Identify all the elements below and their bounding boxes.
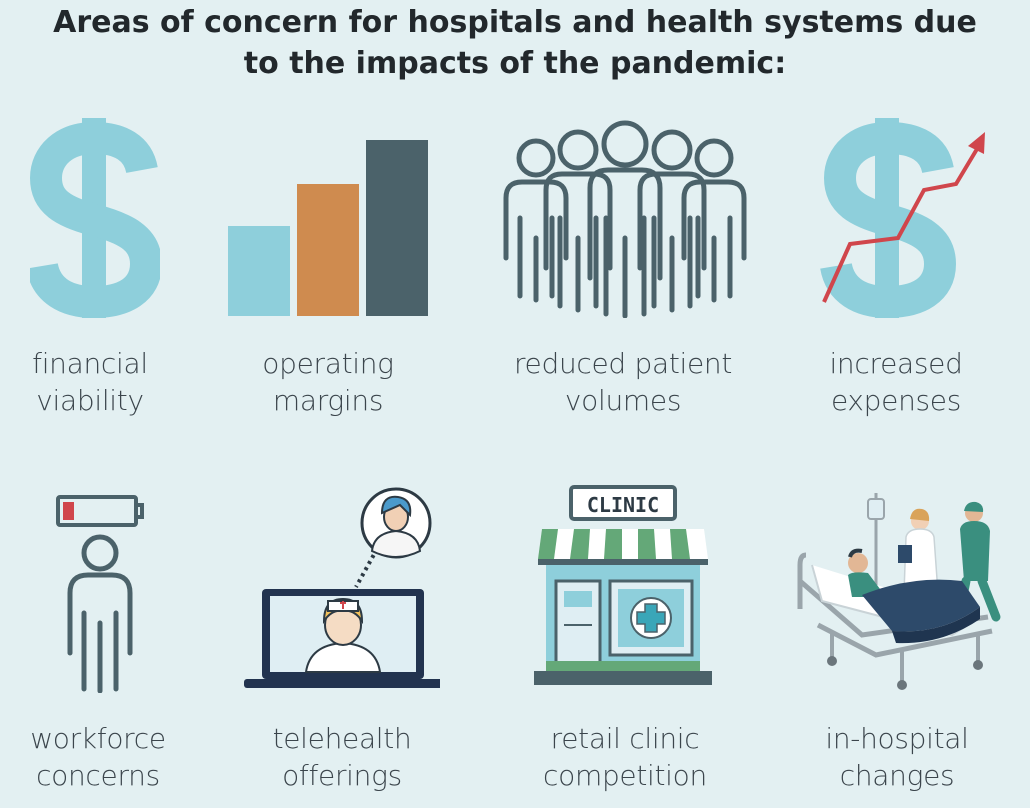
laptop-doctor-icon [244,487,440,688]
label-operating-margins: operating margins [262,347,394,417]
low-battery-person-icon [56,495,144,693]
label-workforce-concerns: workforce concerns [30,722,166,792]
title-line-1: Areas of concern for hospitals and healt… [53,5,977,40]
label-in-hospital-changes: in-hospital changes [825,722,969,792]
hospital-bed-icon [797,493,1001,690]
dollar-trend-up-icon [820,118,985,318]
clinic-sign-text: CLINIC [587,493,659,517]
label-financial-viability: financial viability [32,347,148,417]
label-increased-expenses: increased expenses [829,347,963,417]
page-title: Areas of concern for hospitals and healt… [0,2,1030,84]
bar-chart-icon [228,140,428,316]
people-group-icon [503,120,747,318]
label-telehealth-offerings: telehealth offerings [272,722,412,792]
clinic-storefront-icon: CLINIC [534,485,712,685]
label-reduced-patient-volumes: reduced patient volumes [513,347,733,417]
dollar-icon [30,118,160,318]
label-retail-clinic-competition: retail clinic competition [543,722,707,792]
title-line-2: to the impacts of the pandemic: [243,46,787,81]
